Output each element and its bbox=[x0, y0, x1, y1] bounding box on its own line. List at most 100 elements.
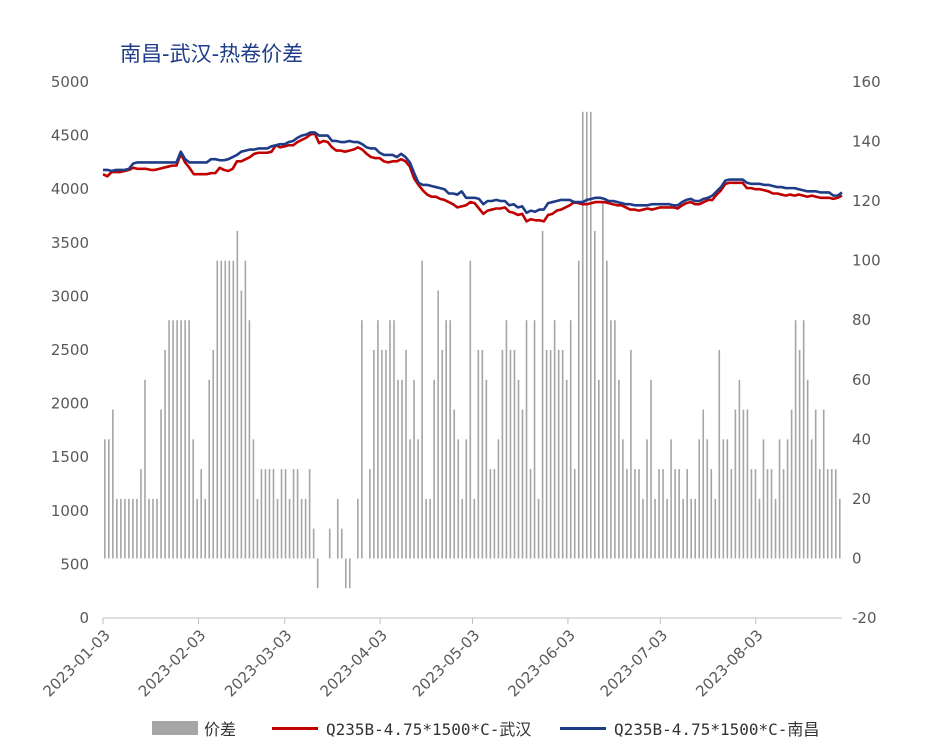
spread-bar bbox=[814, 409, 817, 559]
spread-bar bbox=[248, 320, 251, 559]
spread-bar bbox=[730, 469, 733, 559]
spread-bar bbox=[790, 409, 793, 559]
spread-bar bbox=[529, 469, 532, 559]
spread-bar bbox=[682, 498, 684, 559]
spread-bar bbox=[826, 469, 829, 559]
spread-bar bbox=[328, 528, 331, 559]
y-left-tick-label: 3000 bbox=[51, 287, 89, 305]
legend-label-wuhan: Q235B-4.75*1500*C-武汉 bbox=[326, 720, 532, 739]
x-tick-label: 2023-06-03 bbox=[504, 626, 578, 700]
legend-item-wuhan: Q235B-4.75*1500*C-武汉 bbox=[272, 716, 531, 740]
y-left-tick-label: 2500 bbox=[51, 341, 89, 359]
spread-bar bbox=[188, 320, 190, 559]
y-right-tick-label: 160 bbox=[852, 73, 881, 91]
y-left-tick-label: 4500 bbox=[51, 127, 89, 145]
spread-bar bbox=[602, 201, 604, 559]
spread-bar bbox=[124, 498, 126, 559]
spread-bar bbox=[312, 528, 315, 559]
spread-bar bbox=[128, 498, 130, 559]
spread-bar bbox=[473, 498, 476, 559]
spread-bar bbox=[553, 320, 556, 559]
y-left-tick-label: 2000 bbox=[51, 395, 89, 413]
spread-bar bbox=[658, 469, 660, 559]
spread-bar bbox=[192, 439, 194, 559]
spread-bar bbox=[240, 290, 243, 559]
spread-bar bbox=[706, 439, 709, 559]
spread-bar bbox=[517, 379, 520, 559]
y-right-tick-label: 120 bbox=[852, 192, 881, 210]
spread-bar bbox=[794, 320, 797, 559]
spread-bar bbox=[674, 469, 676, 559]
spread-bar bbox=[638, 469, 640, 559]
y-right-tick-label: 140 bbox=[852, 133, 881, 151]
spread-bar bbox=[690, 498, 692, 559]
spread-bar bbox=[525, 320, 528, 559]
legend-swatch-nanchang bbox=[560, 726, 606, 730]
spread-bar bbox=[521, 409, 524, 559]
spread-bar bbox=[634, 469, 636, 559]
spread-bar bbox=[252, 439, 255, 559]
spread-bar bbox=[148, 498, 150, 559]
spread-bar bbox=[280, 469, 283, 559]
spread-bar bbox=[228, 260, 231, 559]
spread-bar bbox=[276, 498, 279, 559]
spread-bar bbox=[393, 320, 395, 559]
spread-bar bbox=[104, 439, 106, 559]
spread-bar bbox=[509, 350, 512, 559]
spread-bar bbox=[762, 439, 765, 559]
spread-bar bbox=[778, 439, 781, 559]
y-left-tick-label: 5000 bbox=[51, 73, 89, 91]
y-left-tick-label: 1000 bbox=[51, 502, 89, 520]
x-tick-label: 2023-04-03 bbox=[317, 626, 391, 700]
spread-bar bbox=[244, 260, 247, 559]
spread-bar bbox=[501, 350, 504, 559]
spread-bar bbox=[433, 379, 435, 559]
spread-bar bbox=[694, 498, 696, 559]
spread-bar bbox=[806, 379, 809, 559]
spread-bar bbox=[212, 350, 215, 559]
spread-bar bbox=[208, 379, 211, 559]
spread-bar bbox=[577, 260, 580, 559]
legend-item-spread: 价差 bbox=[152, 716, 236, 740]
spread-bar bbox=[292, 469, 295, 559]
spread-bar bbox=[405, 350, 407, 559]
spread-bar bbox=[497, 439, 500, 559]
spread-bar bbox=[565, 379, 568, 559]
y-right-tick-label: 20 bbox=[852, 490, 871, 508]
spread-bar bbox=[381, 350, 383, 559]
spread-bar bbox=[361, 320, 363, 559]
spread-bar bbox=[284, 469, 287, 559]
spread-bar bbox=[714, 498, 717, 559]
spread-bar bbox=[746, 409, 749, 559]
spread-bar bbox=[437, 290, 439, 559]
spread-bar bbox=[144, 379, 146, 559]
spread-bar bbox=[533, 320, 536, 559]
spread-bar bbox=[722, 439, 725, 559]
spread-bar bbox=[369, 469, 371, 559]
spread-bar bbox=[461, 498, 464, 559]
y-right-tick-label: 40 bbox=[852, 430, 871, 448]
spread-bar bbox=[268, 469, 271, 559]
y-right-tick-label: 100 bbox=[852, 252, 881, 270]
spread-bar bbox=[465, 439, 468, 559]
spread-bar bbox=[413, 379, 415, 559]
spread-bar bbox=[232, 260, 235, 559]
spread-bar bbox=[489, 469, 492, 559]
spread-bar bbox=[610, 320, 612, 559]
chart-canvas: 0500100015002000250030003500400045005000… bbox=[39, 73, 881, 700]
spread-bar bbox=[457, 439, 460, 559]
spread-bar bbox=[754, 469, 757, 559]
x-tick-label: 2023-03-03 bbox=[221, 626, 295, 700]
spread-bar bbox=[818, 469, 821, 559]
y-left-tick-label: 4000 bbox=[51, 180, 89, 198]
spread-bar bbox=[316, 558, 319, 589]
spread-bar bbox=[401, 379, 403, 559]
spread-bar bbox=[112, 409, 114, 559]
spread-bar bbox=[557, 350, 560, 559]
spread-bar bbox=[646, 439, 648, 559]
spread-bar bbox=[172, 320, 174, 559]
legend-swatch-wuhan bbox=[272, 726, 318, 730]
x-tick-label: 2023-07-03 bbox=[597, 626, 671, 700]
spread-bar bbox=[441, 350, 443, 559]
y-left-tick-label: 3500 bbox=[51, 234, 89, 252]
